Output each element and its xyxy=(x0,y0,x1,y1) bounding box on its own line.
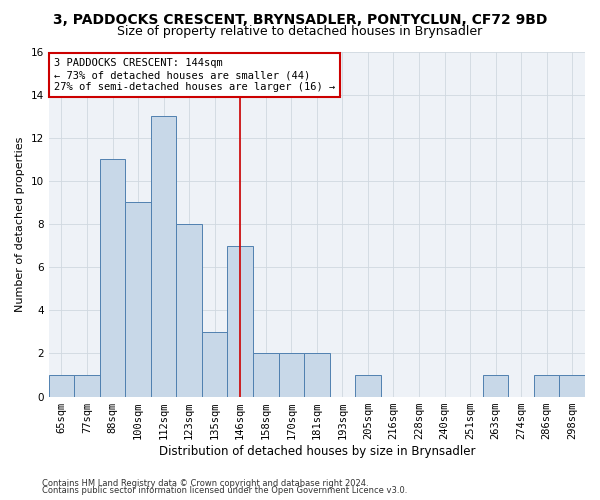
Bar xyxy=(253,354,278,397)
Bar xyxy=(74,375,100,396)
Bar xyxy=(559,375,585,396)
Text: Size of property relative to detached houses in Brynsadler: Size of property relative to detached ho… xyxy=(118,25,482,38)
Bar xyxy=(100,160,125,396)
Text: Contains public sector information licensed under the Open Government Licence v3: Contains public sector information licen… xyxy=(42,486,407,495)
Bar xyxy=(355,375,380,396)
Bar xyxy=(483,375,508,396)
X-axis label: Distribution of detached houses by size in Brynsadler: Distribution of detached houses by size … xyxy=(158,444,475,458)
Bar xyxy=(176,224,202,396)
Text: 3 PADDOCKS CRESCENT: 144sqm
← 73% of detached houses are smaller (44)
27% of sem: 3 PADDOCKS CRESCENT: 144sqm ← 73% of det… xyxy=(54,58,335,92)
Bar xyxy=(202,332,227,396)
Text: 3, PADDOCKS CRESCENT, BRYNSADLER, PONTYCLUN, CF72 9BD: 3, PADDOCKS CRESCENT, BRYNSADLER, PONTYC… xyxy=(53,12,547,26)
Bar xyxy=(304,354,329,397)
Text: Contains HM Land Registry data © Crown copyright and database right 2024.: Contains HM Land Registry data © Crown c… xyxy=(42,478,368,488)
Bar xyxy=(278,354,304,397)
Bar xyxy=(49,375,74,396)
Bar xyxy=(125,202,151,396)
Y-axis label: Number of detached properties: Number of detached properties xyxy=(15,136,25,312)
Bar xyxy=(227,246,253,396)
Bar xyxy=(534,375,559,396)
Bar xyxy=(151,116,176,396)
